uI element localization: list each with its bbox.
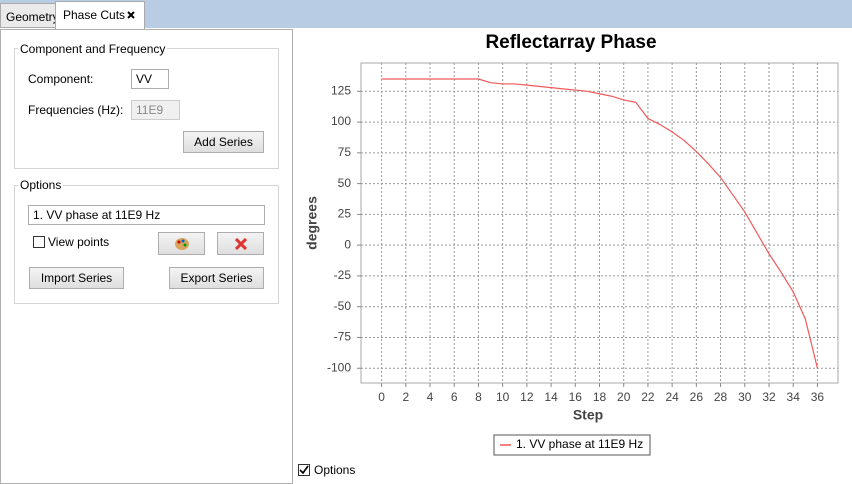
button[interactable]: Import Series (29, 267, 124, 289)
button[interactable]: Export Series (169, 267, 264, 289)
legend (493, 434, 651, 456)
palette-icon (174, 238, 189, 250)
x-tick-label: 32 (762, 390, 776, 404)
combo[interactable]: VV (131, 69, 169, 89)
x-tick-label: 20 (617, 390, 631, 404)
delete-button[interactable] (217, 232, 264, 255)
combo-disabled: 11E9 (131, 100, 180, 120)
x-tick-label: 2 (402, 390, 409, 404)
x-tick-label: 8 (475, 390, 482, 404)
y-tick-label: -50 (334, 299, 352, 313)
x-tick-label: 36 (811, 390, 825, 404)
tab[interactable]: Geometry (0, 3, 59, 28)
y-tick-label: 125 (331, 83, 351, 97)
combo-value: 11E9 (136, 103, 164, 117)
tab-label: Phase Cuts (63, 8, 126, 22)
x-tick-label: 12 (520, 390, 534, 404)
checkbox-checked[interactable] (298, 464, 310, 476)
x-tick-label: 24 (665, 390, 679, 404)
delete-icon (234, 237, 247, 251)
y-tick-label: -100 (327, 360, 351, 374)
y-tick-label: -25 (334, 268, 352, 282)
x-tick-label: 34 (787, 390, 801, 404)
y-tick-label: 50 (338, 176, 352, 190)
y-tick-label: 75 (338, 145, 352, 159)
chart-title: Reflectarray Phase (485, 32, 656, 53)
combo-value: 1. VV phase at 11E9 Hz (33, 208, 161, 222)
label: Options (314, 463, 356, 477)
palette-button[interactable] (158, 232, 205, 255)
label: Frequencies (Hz): (28, 103, 124, 117)
combo[interactable]: 1. VV phase at 11E9 Hz (28, 205, 265, 225)
x-axis-label: Step (573, 407, 603, 423)
group-title: Options (18, 178, 64, 192)
x-tick-label: 16 (569, 390, 583, 404)
y-axis-label: degrees (304, 196, 320, 250)
tab-selected[interactable]: Phase Cuts (55, 1, 145, 29)
x-tick-label: 10 (496, 390, 510, 404)
x-tick-label: 18 (593, 390, 607, 404)
close-icon[interactable] (127, 11, 135, 19)
check-icon (299, 465, 309, 475)
x-tick-label: 4 (427, 390, 434, 404)
button[interactable]: Add Series (183, 131, 264, 153)
x-tick-label: 28 (714, 390, 728, 404)
y-tick-label: 25 (338, 207, 352, 221)
group-title: Component and Frequency (18, 42, 168, 56)
label: Component: (28, 72, 94, 86)
combo-value: VV (136, 72, 153, 86)
y-tick-label: -75 (334, 330, 352, 344)
checkbox[interactable] (33, 236, 45, 248)
x-tick-label: 22 (641, 390, 655, 404)
x-tick-label: 30 (738, 390, 752, 404)
y-tick-label: 100 (331, 114, 351, 128)
x-tick-label: 0 (378, 390, 385, 404)
chart: Reflectarray Phase Step degrees -100 -75 -… (304, 32, 839, 456)
x-tick-label: 6 (451, 390, 458, 404)
label: View points (48, 235, 110, 249)
y-tick-label: 0 (344, 237, 351, 251)
legend-label: 1. VV phase at 11E9 Hz (516, 437, 643, 451)
x-tick-label: 14 (544, 390, 558, 404)
series-line (381, 78, 819, 369)
x-tick-label: 26 (690, 390, 704, 404)
group-box (14, 185, 279, 304)
